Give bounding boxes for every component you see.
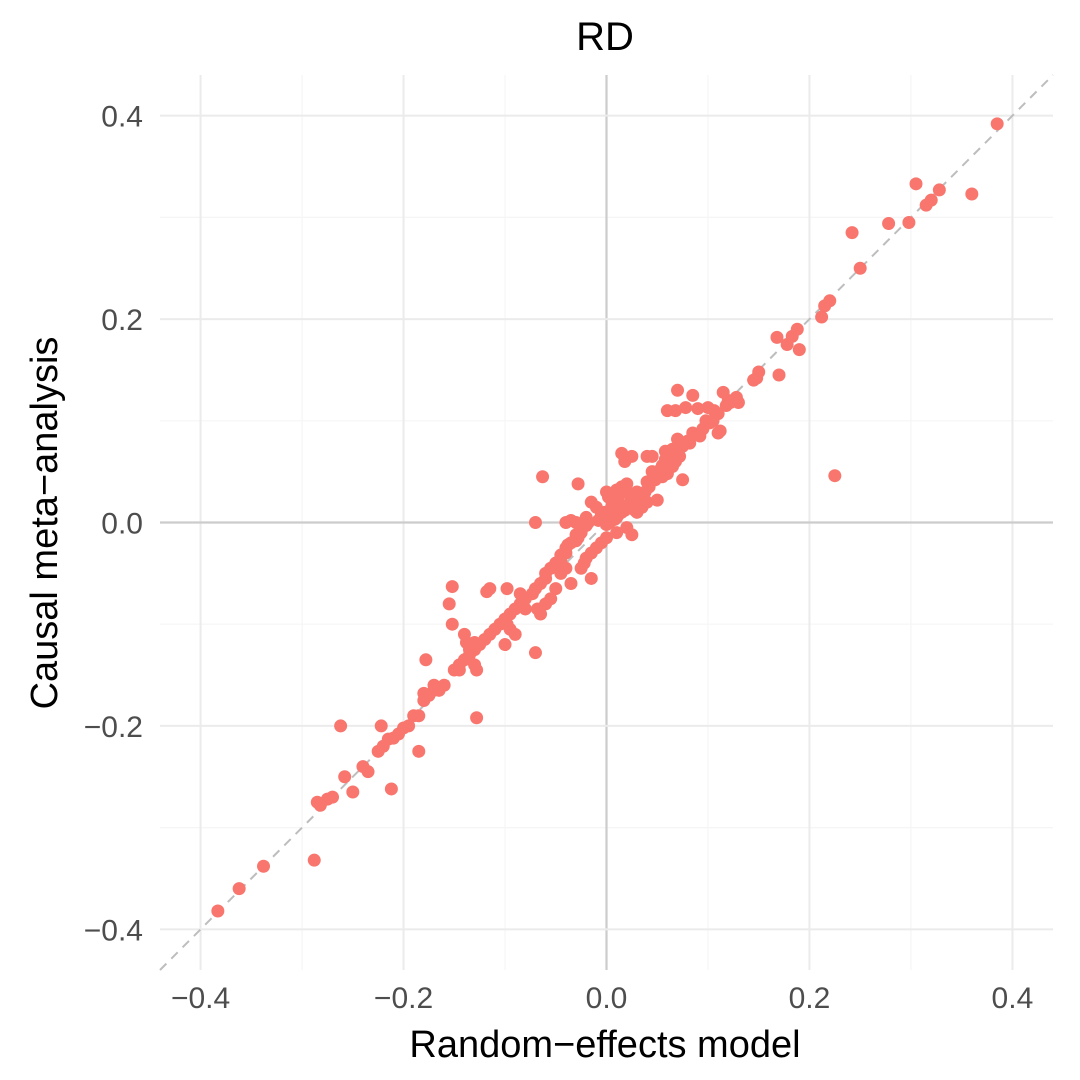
- data-point: [818, 299, 832, 313]
- x-tick-label: −0.4: [171, 982, 230, 1015]
- y-axis-label: Causal meta−analysis: [24, 337, 66, 710]
- data-point: [445, 617, 459, 631]
- y-tick-label: −0.4: [84, 914, 143, 947]
- data-points: [211, 117, 1004, 918]
- y-tick-label: 0.2: [101, 304, 143, 337]
- data-point: [882, 216, 896, 230]
- data-point: [498, 638, 512, 652]
- data-point: [417, 693, 431, 707]
- data-point: [780, 338, 794, 352]
- data-point: [310, 795, 324, 809]
- y-tick-label: 0.4: [101, 101, 143, 134]
- data-point: [747, 373, 761, 387]
- data-point: [711, 426, 725, 440]
- data-point: [442, 597, 456, 611]
- data-point: [559, 516, 573, 529]
- data-point: [452, 663, 466, 677]
- data-point: [334, 719, 348, 733]
- data-point: [909, 177, 923, 191]
- data-point: [625, 528, 639, 542]
- data-point: [673, 449, 687, 463]
- data-point: [528, 646, 542, 660]
- data-point: [691, 402, 705, 416]
- data-point: [669, 404, 683, 418]
- data-point: [584, 571, 598, 585]
- data-point: [356, 760, 370, 774]
- data-point: [686, 388, 700, 402]
- y-tick-label: −0.2: [84, 711, 143, 744]
- x-tick-label: −0.2: [374, 982, 433, 1015]
- data-point: [591, 513, 605, 527]
- data-point: [815, 310, 829, 324]
- data-point: [965, 187, 979, 201]
- data-point: [671, 383, 685, 397]
- data-point: [932, 183, 946, 197]
- data-point: [500, 582, 514, 596]
- data-point: [412, 744, 426, 758]
- data-point: [628, 503, 642, 517]
- x-tick-label: 0.4: [992, 982, 1034, 1015]
- data-point: [528, 516, 542, 529]
- y-tick-label: 0.0: [101, 508, 143, 541]
- data-point: [676, 473, 690, 487]
- data-point: [574, 561, 588, 575]
- data-point: [679, 401, 693, 415]
- data-point: [845, 226, 859, 240]
- data-point: [608, 487, 622, 501]
- data-point: [615, 446, 629, 460]
- data-point: [571, 477, 585, 491]
- data-point: [470, 711, 484, 725]
- x-tick-label: 0.0: [586, 982, 628, 1015]
- data-point: [463, 643, 477, 657]
- data-point: [470, 663, 484, 677]
- data-point: [610, 526, 624, 540]
- data-point: [445, 580, 459, 594]
- data-point: [726, 393, 740, 407]
- x-axis-tick-labels: −0.4 −0.2 0.0 0.2 0.4: [171, 982, 1033, 1015]
- data-point: [683, 436, 697, 450]
- data-point: [828, 469, 842, 483]
- x-axis-label: Random−effects model: [409, 1024, 800, 1066]
- data-point: [530, 602, 544, 616]
- chart-title: RD: [576, 15, 634, 59]
- data-point: [770, 330, 784, 344]
- data-point: [498, 612, 512, 626]
- data-point: [564, 577, 578, 591]
- data-point: [650, 493, 664, 507]
- data-point: [640, 495, 654, 509]
- data-point: [257, 859, 271, 873]
- data-point: [518, 602, 532, 616]
- data-point: [338, 770, 352, 784]
- data-point: [480, 585, 494, 599]
- data-point: [924, 193, 938, 207]
- data-point: [990, 117, 1004, 131]
- data-point: [419, 653, 433, 667]
- x-tick-label: 0.2: [789, 982, 831, 1015]
- data-point: [211, 904, 225, 918]
- major-gridlines: [160, 75, 1053, 970]
- data-point: [371, 744, 385, 758]
- data-point: [427, 678, 441, 692]
- data-point: [792, 343, 806, 357]
- data-point: [536, 470, 550, 484]
- data-point: [584, 495, 598, 509]
- data-point: [772, 368, 786, 382]
- data-point: [513, 587, 527, 601]
- data-point: [374, 719, 388, 733]
- data-point: [232, 882, 246, 896]
- data-point: [853, 261, 867, 275]
- data-point: [645, 449, 659, 463]
- data-point: [549, 556, 563, 570]
- data-point: [549, 582, 563, 596]
- data-point: [407, 709, 421, 723]
- y-axis-tick-labels: −0.4 −0.2 0.0 0.2 0.4: [84, 101, 143, 948]
- data-point: [559, 561, 573, 575]
- data-point: [706, 414, 720, 428]
- data-point: [902, 215, 916, 229]
- data-point: [307, 853, 321, 867]
- data-point: [346, 785, 360, 799]
- data-point: [384, 782, 398, 796]
